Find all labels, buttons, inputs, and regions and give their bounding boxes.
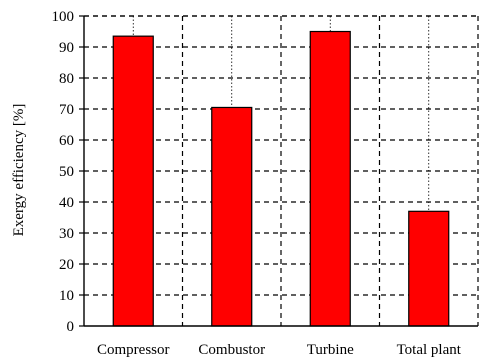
bar (310, 32, 350, 327)
x-tick-label: Turbine (307, 342, 354, 358)
y-tick-label: 10 (59, 288, 74, 304)
y-tick-label: 20 (59, 257, 74, 273)
bar (212, 107, 252, 326)
y-tick-label: 30 (59, 226, 74, 242)
y-tick-label: 70 (59, 102, 74, 118)
y-tick-label: 90 (59, 40, 74, 56)
x-tick-label: Combustor (198, 342, 265, 358)
y-tick-label: 0 (67, 319, 75, 335)
y-tick-label: 60 (59, 133, 74, 149)
y-tick-label: 100 (52, 9, 75, 25)
x-tick-label: Compressor (97, 342, 170, 358)
bar (113, 36, 153, 326)
y-tick-labels: 0 10 20 30 40 50 60 70 80 90 100 (52, 9, 75, 335)
y-tick-label: 80 (59, 71, 74, 87)
y-tick-label: 50 (59, 164, 74, 180)
y-tick-label: 40 (59, 195, 74, 211)
x-tick-labels: Compressor Combustor Turbine Total plant (97, 342, 462, 358)
x-tick-label: Total plant (397, 342, 462, 358)
bar (409, 211, 449, 326)
y-axis-label: Exergy efficiency [%] (11, 104, 27, 237)
